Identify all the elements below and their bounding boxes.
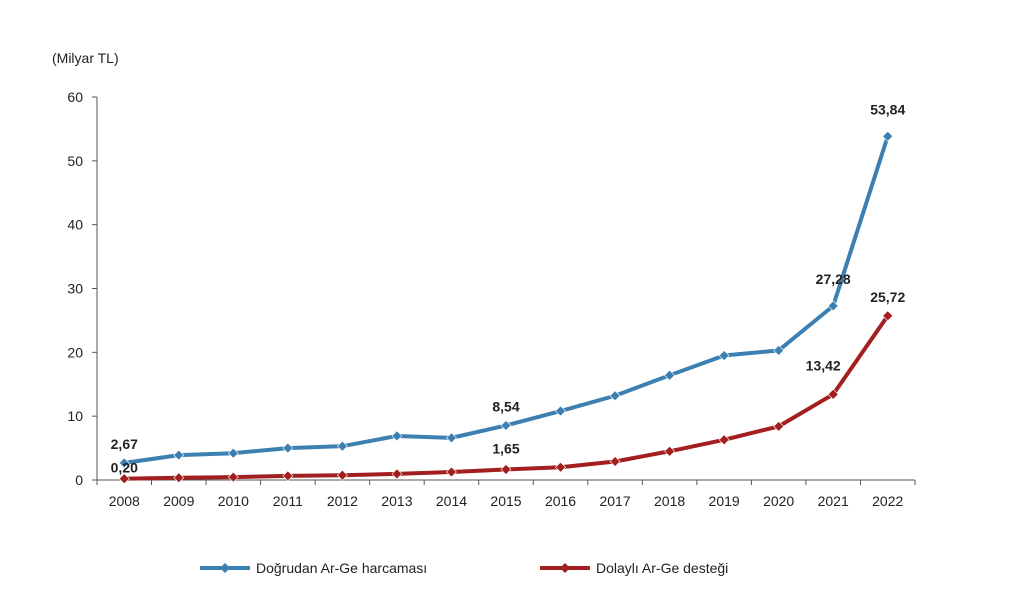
series-1-point <box>718 350 730 361</box>
series-1-point <box>446 432 457 444</box>
series-1-point <box>664 369 676 381</box>
x-tick-label: 2018 <box>654 493 685 509</box>
series-1-point <box>282 442 294 454</box>
series-1-point <box>827 300 839 312</box>
series-1-point <box>609 390 621 402</box>
series-1-point <box>391 430 403 442</box>
x-tick-label: 2011 <box>273 493 303 509</box>
series-2-point <box>664 445 676 457</box>
series-2-point <box>227 471 239 483</box>
series-1-point <box>555 405 566 417</box>
series-2-point <box>336 469 348 481</box>
data-label: 25,72 <box>870 289 905 305</box>
y-tick-label: 0 <box>75 472 83 488</box>
series-2-point <box>391 468 403 480</box>
x-tick-label: 2016 <box>545 493 576 509</box>
x-tick-label: 2017 <box>599 493 630 509</box>
data-label: 8,54 <box>492 398 519 414</box>
x-tick-label: 2009 <box>163 493 194 509</box>
series-1-point <box>118 457 130 469</box>
series-2-point <box>609 456 621 467</box>
y-tick-label: 40 <box>67 217 83 233</box>
data-label: 1,65 <box>492 440 519 456</box>
data-label: 2,67 <box>111 436 138 452</box>
x-tick-label: 2013 <box>381 493 412 509</box>
data-label: 53,84 <box>870 101 905 117</box>
y-tick-label: 50 <box>67 153 83 169</box>
data-labels: 2,67 8,54 27,28 53,84 0,20 1,65 13,42 25,72 <box>111 101 906 475</box>
data-label: 27,28 <box>816 271 851 287</box>
data-label: 13,42 <box>806 357 841 373</box>
legend-marker-2 <box>560 563 570 573</box>
series-2-point <box>173 472 185 484</box>
data-label: 0,20 <box>111 460 138 476</box>
series-2-point <box>446 466 457 478</box>
series-1-point <box>227 447 239 459</box>
x-tick-label: 2020 <box>763 493 794 509</box>
unit-label: (Milyar TL) <box>52 50 119 66</box>
legend-label-1: Doğrudan Ar-Ge harcaması <box>256 560 427 576</box>
series-2-point <box>718 434 730 446</box>
x-tick-label: 2015 <box>490 493 521 509</box>
series-2-point <box>882 310 894 322</box>
y-tick-label: 20 <box>67 344 83 360</box>
x-tick-label: 2014 <box>436 493 467 509</box>
y-tick-label: 30 <box>67 281 83 297</box>
y-tick-label: 10 <box>67 408 83 424</box>
x-tick-label: 2021 <box>818 493 849 509</box>
series-2-point <box>773 420 785 432</box>
series-2-point <box>555 461 566 473</box>
legend-marker-1 <box>220 563 230 573</box>
x-tick-label: 2012 <box>327 493 358 509</box>
x-tick-label: 2022 <box>872 493 903 509</box>
series-2-point <box>282 470 294 482</box>
series-1-point <box>882 130 894 142</box>
series-2-point <box>827 388 839 400</box>
legend: Doğrudan Ar-Ge harcaması Dolaylı Ar-Ge de… <box>200 560 728 576</box>
x-tick-label: 2010 <box>218 493 249 509</box>
series-layer <box>118 130 894 485</box>
y-tick-label: 60 <box>67 89 83 105</box>
series-2-point <box>500 464 512 475</box>
series-1-point <box>500 420 512 431</box>
series-2-point <box>118 473 130 485</box>
series-1-point <box>773 344 785 356</box>
series-1-point <box>173 449 185 461</box>
x-tick-label: 2008 <box>109 493 140 509</box>
legend-label-2: Dolaylı Ar-Ge desteği <box>596 560 728 576</box>
series-1-point <box>336 440 348 452</box>
axes: 0 10 20 30 40 50 60 2008 2009 2010 2011 2012 2013 201… <box>67 89 916 509</box>
x-tick-label: 2019 <box>709 493 740 509</box>
